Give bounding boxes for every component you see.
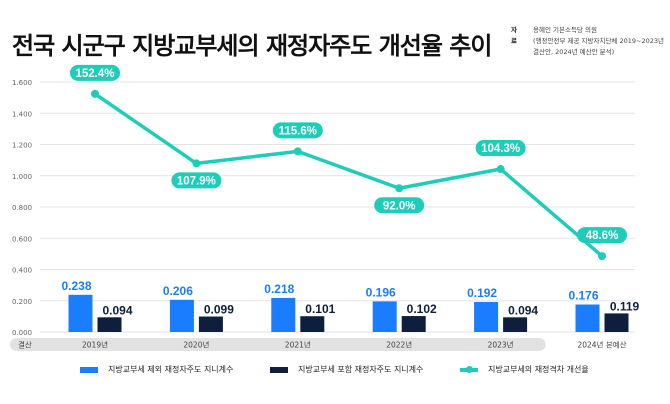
bar-label-incl: 0.094 (508, 303, 538, 317)
bar-label-incl: 0.102 (407, 302, 437, 316)
legend-label: 지방교부세의 재정격차 개선율 (488, 365, 589, 374)
x-tick-label: 2023년 (488, 340, 514, 350)
source-line: 용혜인 기본소득당 의원 (533, 26, 597, 34)
x-tick-label: 2024년 본예산 (577, 340, 626, 350)
bar-label-incl: 0.094 (102, 303, 132, 317)
y-tick-label: 0.200 (12, 298, 32, 306)
legend-item-line: 지방교부세의 재정격차 개선율 (460, 364, 589, 375)
y-tick-label: 0.000 (12, 329, 32, 337)
line-label-pill (171, 172, 222, 189)
bar-excl (68, 294, 93, 332)
line-label-pill (374, 197, 425, 214)
y-tick-label: 0.400 (12, 267, 32, 275)
line-label: 92.0% (383, 200, 416, 212)
line-label-pill (272, 122, 323, 139)
bar-incl (604, 313, 629, 332)
y-tick-label: 0.600 (12, 235, 32, 243)
x-tick-label: 2021년 (285, 340, 311, 350)
legend-swatch-incl (270, 366, 288, 373)
x-tick-label: 2020년 (183, 340, 209, 350)
y-tick-label: 1.000 (12, 173, 32, 181)
bar-excl (169, 299, 194, 332)
legend-item-excl: 지방교부세 제외 재정자주도 지니계수 (80, 364, 233, 375)
bar-excl (575, 304, 600, 332)
y-tick-label: 1.400 (12, 110, 32, 118)
bar-label-excl: 0.192 (467, 286, 497, 300)
line-series (94, 92, 604, 258)
legend-item-incl: 지방교부세 포함 재정자주도 지니계수 (270, 364, 423, 375)
bar-label-excl: 0.238 (61, 279, 91, 293)
line-point (598, 252, 606, 261)
bar-incl (503, 317, 528, 332)
source-label: 자료 (511, 26, 517, 45)
line-label-pill (475, 140, 526, 157)
chart-title: 전국 시군구 지방교부세의 재정자주도 개선율 추이 (12, 32, 492, 60)
source-line: (행정안전부 제공 지방자치단체 2019~2023년 (533, 37, 664, 45)
line-label-pill (577, 227, 627, 244)
bar-incl (401, 316, 426, 332)
bar-excl (271, 297, 296, 332)
x-tick-label: 2019년 (82, 340, 108, 350)
line-label: 104.3% (481, 143, 520, 155)
line-label: 107.9% (177, 175, 216, 187)
line-point (395, 184, 404, 193)
legend-label: 지방교부세 포함 재정자주도 지니계수 (298, 365, 424, 374)
source-line: 결산안, 2024년 예산안 분석) (533, 48, 615, 56)
bar-label-excl: 0.218 (264, 282, 294, 296)
bar-incl (97, 317, 122, 332)
bar-label-excl: 0.206 (163, 284, 193, 298)
legend-swatch-line (460, 365, 478, 373)
line-label-pill (70, 64, 120, 81)
legend-label: 지방교부세 제외 재정자주도 지니계수 (108, 365, 234, 374)
line-point (293, 147, 302, 156)
line-label: 152.4% (75, 68, 114, 80)
y-tick-label: 1.600 (12, 79, 32, 87)
bar-incl (198, 316, 223, 332)
line-point (496, 165, 505, 174)
line-point (192, 159, 201, 168)
y-tick-label: 1.200 (12, 142, 32, 150)
legend: 지방교부세 제외 재정자주도 지니계수 지방교부세 포함 재정자주도 지니계수 … (0, 364, 670, 380)
bar-incl (300, 316, 325, 332)
line-point (91, 89, 99, 98)
settlement-band (10, 338, 546, 351)
band-label: 결산 (18, 340, 32, 350)
bar-excl (372, 301, 397, 332)
bar-label-incl: 0.119 (610, 299, 640, 313)
legend-swatch-excl (80, 366, 98, 373)
bar-label-excl: 0.176 (568, 289, 598, 303)
bar-label-incl: 0.099 (204, 303, 234, 317)
bar-label-excl: 0.196 (366, 285, 396, 299)
line-label: 48.6% (586, 230, 619, 242)
bar-excl (474, 302, 499, 332)
y-tick-label: 0.800 (12, 204, 32, 212)
line-label: 115.6% (279, 125, 317, 137)
x-tick-label: 2022년 (386, 340, 412, 350)
bar-label-incl: 0.101 (305, 302, 335, 316)
